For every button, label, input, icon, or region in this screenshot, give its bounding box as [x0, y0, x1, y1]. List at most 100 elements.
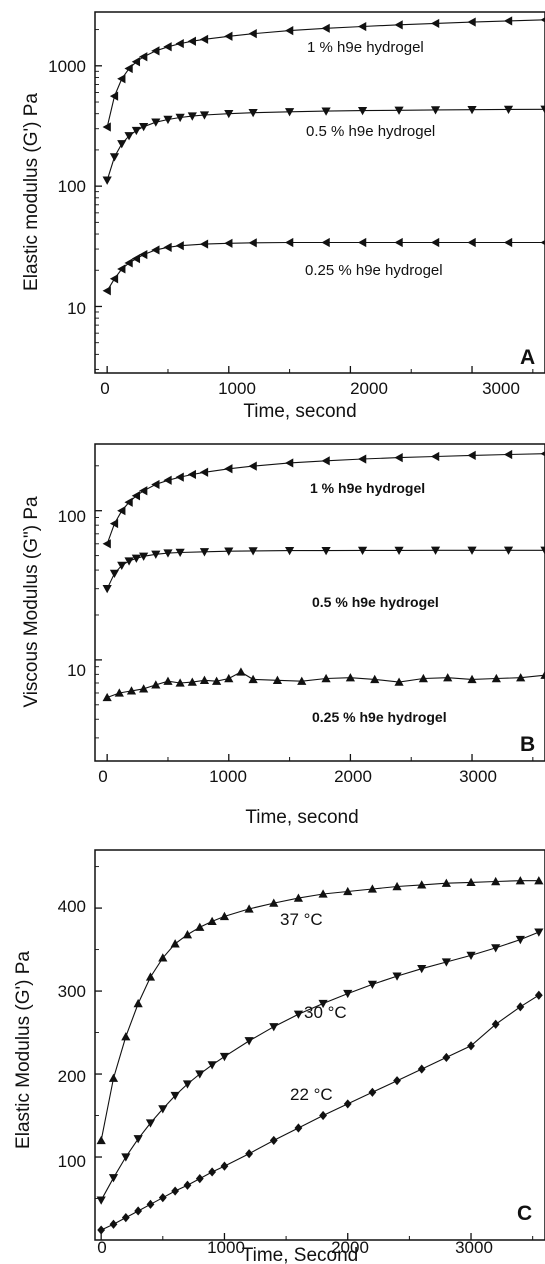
data-point	[367, 884, 377, 893]
data-point	[175, 38, 184, 49]
data-point	[131, 126, 141, 136]
data-point	[248, 108, 258, 118]
panel-b-y-ticks	[95, 465, 102, 739]
panel-c-x-tick-label: 3000	[455, 1238, 493, 1257]
panel-a-x-ticks	[106, 366, 534, 373]
data-point	[220, 1161, 229, 1171]
data-point	[248, 674, 258, 684]
data-point	[357, 546, 368, 555]
data-point	[503, 546, 514, 555]
data-point	[207, 1061, 217, 1070]
panel-b-y-tick-label: 100	[58, 507, 86, 526]
data-point	[195, 1070, 205, 1079]
data-point	[467, 450, 476, 460]
data-point	[394, 546, 404, 555]
panel-c: 0 1000 2000 3000 100 200 300 400 Time, S…	[13, 849, 545, 1264]
panel-c-label-37c: 37 °C	[280, 910, 323, 929]
data-point	[187, 469, 196, 480]
data-point	[109, 569, 120, 578]
data-point	[394, 237, 403, 248]
data-point	[175, 678, 185, 687]
data-point	[102, 122, 111, 132]
data-point	[269, 898, 279, 907]
panel-b-x-tick-label: 1000	[209, 767, 247, 786]
data-point	[199, 34, 209, 44]
data-point	[224, 238, 233, 248]
data-point	[182, 1080, 193, 1089]
data-point	[134, 1206, 143, 1216]
panel-c-x-tick-label: 2000	[331, 1238, 369, 1257]
data-point	[139, 122, 149, 132]
data-point	[394, 452, 403, 463]
data-point	[443, 673, 453, 682]
data-point	[199, 675, 210, 684]
series-line	[106, 108, 545, 181]
panel-a-y-tick-label: 100	[58, 177, 86, 196]
data-point	[163, 115, 173, 125]
data-point	[121, 1212, 130, 1223]
data-point	[467, 237, 476, 248]
panel-c-y-axis-label: Elastic Modulus (G') Pa	[13, 951, 34, 1149]
panel-b-x-tick-label: 0	[98, 767, 107, 786]
data-point	[392, 881, 402, 891]
data-point	[540, 17, 545, 23]
data-point	[394, 20, 403, 30]
data-point	[126, 686, 137, 695]
panel-a-plot-frame	[94, 11, 545, 374]
data-point	[503, 237, 513, 248]
panel-b-x-tick-label: 2000	[334, 767, 372, 786]
panel-b-label-0-25pct: 0.25 % h9e hydrogel	[312, 709, 447, 725]
data-point	[244, 1037, 254, 1046]
panel-a-y-axis-label: Elastic modulus (G') Pa	[21, 93, 42, 291]
data-point	[163, 549, 173, 558]
data-point	[163, 676, 173, 685]
panel-a-label-0-25pct: 0.25 % h9e hydrogel	[305, 262, 443, 279]
data-point	[219, 911, 230, 921]
data-point	[199, 548, 210, 557]
panel-c-y-tick-label: 200	[58, 1067, 86, 1086]
data-point	[534, 928, 544, 937]
data-point	[96, 1135, 106, 1145]
data-point	[345, 673, 356, 682]
data-point	[293, 893, 304, 902]
data-point	[357, 21, 367, 32]
panel-c-series	[96, 876, 544, 1235]
data-point	[321, 237, 330, 248]
data-point	[224, 31, 233, 41]
data-point	[318, 889, 328, 898]
data-point	[183, 1180, 192, 1190]
panel-a-x-tick-label: 2000	[350, 379, 388, 398]
data-point	[175, 472, 184, 482]
data-point	[199, 467, 209, 477]
data-point	[248, 29, 257, 39]
data-point	[321, 546, 331, 556]
data-point	[491, 673, 501, 683]
data-point	[102, 286, 111, 296]
data-point	[321, 23, 330, 33]
data-point	[467, 546, 477, 555]
panel-c-x-tick-label: 1000	[207, 1238, 245, 1257]
data-point	[321, 673, 331, 683]
data-point	[224, 110, 234, 119]
panel-a-letter: A	[520, 346, 535, 369]
data-point	[199, 239, 209, 249]
data-point	[102, 692, 112, 702]
panel-b-plot-frame	[94, 443, 545, 762]
panel-a-x-tick-label: 3000	[482, 379, 520, 398]
panel-a: 0 1000 2000 3000 10 100 1000 Time, secon…	[21, 11, 545, 422]
data-point	[109, 1219, 118, 1229]
data-point	[146, 1199, 155, 1209]
data-point	[394, 677, 404, 686]
data-point	[109, 153, 120, 162]
data-point	[219, 1052, 230, 1062]
data-point	[284, 237, 294, 248]
panel-a-x-axis-label: Time, second	[243, 401, 356, 422]
data-point	[534, 876, 544, 885]
data-point	[515, 876, 525, 885]
data-point	[133, 1135, 143, 1144]
data-point	[117, 74, 126, 84]
data-point	[284, 458, 294, 468]
series-line	[100, 931, 540, 1201]
panel-b-y-tick-label: 10	[67, 661, 86, 680]
